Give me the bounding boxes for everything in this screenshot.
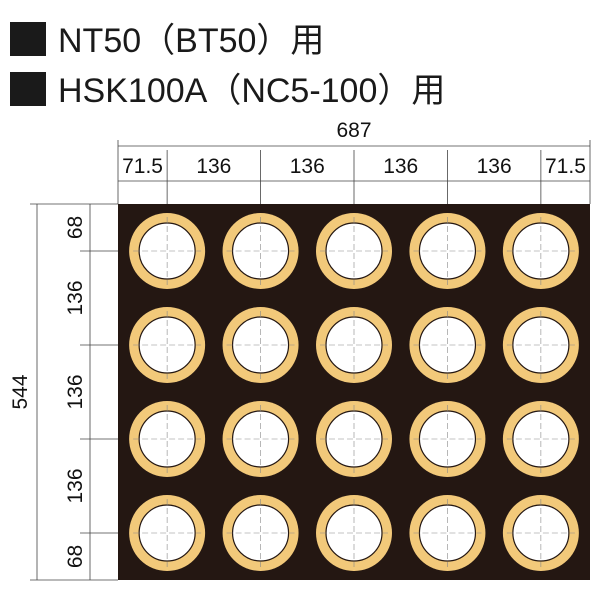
dim-label: 71.5 [545, 155, 586, 178]
dim-label: 136 [64, 468, 87, 503]
dim-label: 136 [64, 374, 87, 409]
dim-label: 136 [383, 155, 418, 178]
dim-label: 136 [196, 155, 231, 178]
dim-label: 136 [477, 155, 512, 178]
dim-label: 687 [336, 119, 371, 142]
dim-label: 71.5 [122, 155, 163, 178]
title-line: NT50（BT50）用 [58, 22, 324, 60]
dim-label: 136 [290, 155, 325, 178]
dim-label: 68 [64, 216, 87, 239]
bullet [10, 22, 46, 56]
dim-label: 68 [64, 545, 87, 568]
title-line: HSK100A（NC5-100）用 [58, 72, 445, 110]
bullet [10, 72, 46, 106]
dim-label: 136 [64, 280, 87, 315]
dim-label: 544 [9, 374, 32, 409]
